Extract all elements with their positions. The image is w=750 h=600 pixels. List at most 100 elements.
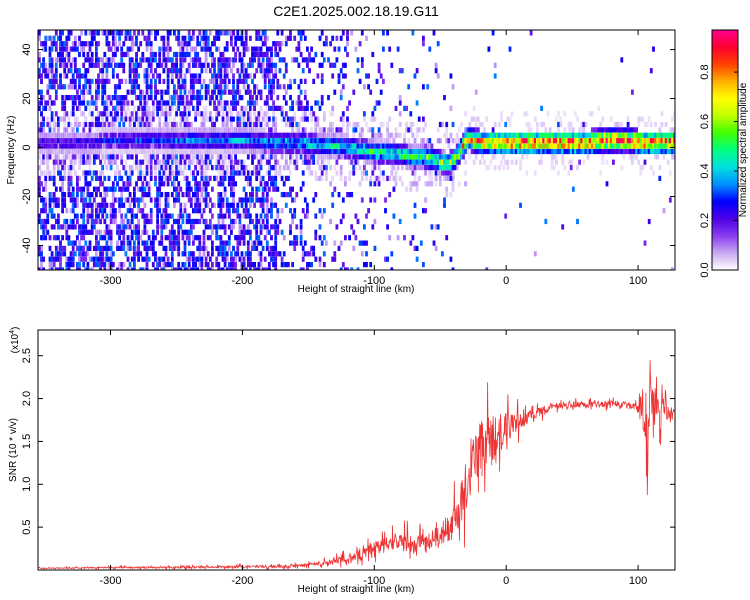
spectrogram-cell — [65, 224, 69, 230]
spectrogram-cell — [419, 165, 423, 171]
spectrogram-cell — [194, 46, 197, 52]
spectrogram-cell — [139, 170, 143, 176]
spectrogram-cell — [234, 159, 237, 165]
spectrogram-cell — [189, 121, 193, 128]
spectrogram-cell — [536, 127, 539, 133]
spectrogram-cell — [52, 175, 56, 181]
spectrogram-cell — [230, 229, 233, 235]
spectrogram-cell — [78, 35, 81, 41]
spectrogram-cell — [270, 181, 273, 187]
spectrogram-cell — [346, 143, 349, 149]
spectrogram-cell — [177, 35, 181, 41]
spectrogram-cell — [464, 138, 467, 144]
spectrogram-cell — [44, 154, 48, 160]
spectrogram-cell — [54, 62, 58, 68]
spectrogram-cell — [101, 154, 105, 160]
spectrogram-cell — [149, 143, 153, 149]
spectrogram-cell — [593, 132, 596, 138]
spectrogram-cell — [67, 181, 71, 187]
spectrogram-cell — [230, 68, 233, 74]
spectrogram-cell — [120, 267, 124, 270]
spectrogram-cell — [291, 138, 294, 144]
spectrogram-cell — [609, 132, 613, 138]
spectrogram-cell — [590, 111, 594, 117]
spectrogram-cell — [156, 100, 159, 106]
spectrogram-cell — [76, 235, 79, 241]
spectrogram-cell — [519, 132, 522, 138]
spectrogram-cell — [166, 57, 170, 63]
spectrogram-cell — [80, 224, 83, 230]
spectrogram-cell — [356, 159, 360, 165]
spectrogram-cell — [225, 251, 229, 257]
spectrogram-cell — [257, 143, 261, 149]
spectrogram-cell — [242, 105, 246, 111]
spectrogram-cell — [384, 138, 387, 144]
spectrogram-cell — [637, 116, 641, 122]
spectrogram-cell — [409, 240, 413, 246]
spectrogram-cell — [181, 84, 185, 90]
spectrogram-cell — [166, 138, 170, 144]
spectrogram-cell — [192, 218, 195, 225]
spectrogram-cell — [80, 186, 83, 192]
spectrogram-cell — [149, 121, 153, 128]
spectrogram-cell — [358, 138, 362, 144]
spectrogram-cell — [95, 116, 98, 122]
spectrogram-cell — [118, 105, 121, 111]
spectrogram-cell — [42, 105, 45, 111]
spectrogram-cell — [276, 84, 280, 90]
spectrogram-cell — [160, 213, 164, 219]
spectrogram-cell — [274, 73, 278, 79]
spectrogram-cell — [215, 30, 219, 36]
spectrogram-cell — [202, 159, 206, 165]
spectrogram-cell — [80, 100, 83, 106]
spectrogram-cell — [301, 116, 305, 122]
spectrogram-cell — [137, 251, 140, 257]
spectrogram-cell — [38, 138, 41, 144]
spectrogram-cell — [244, 192, 248, 198]
spectrogram-cell — [232, 127, 235, 133]
spectrogram-cell — [213, 100, 216, 106]
spectrogram-cell — [151, 105, 155, 111]
spectrogram-cell — [107, 175, 111, 181]
spectrogram-cell — [128, 46, 132, 52]
spectrogram-cell — [571, 143, 575, 149]
spectrogram-cell — [114, 208, 117, 214]
spectrogram-cell — [145, 218, 149, 225]
spectrogram-cell — [187, 256, 191, 262]
spectrogram-cell — [493, 121, 497, 128]
spectrogram-cell — [436, 159, 440, 165]
spectrogram-cell — [192, 132, 195, 138]
spectrogram-cell — [232, 197, 235, 203]
spectrogram-cell — [647, 132, 651, 138]
spectrogram-cell — [196, 57, 200, 63]
spectrogram-cell — [512, 132, 516, 138]
spectrogram-cell — [232, 132, 235, 138]
spectrogram-cell — [259, 154, 263, 160]
spectrogram-cell — [101, 256, 105, 262]
spectrogram-cell — [170, 251, 174, 257]
spectrogram-cell — [63, 159, 67, 165]
spectrogram-cell — [141, 181, 145, 187]
spectrogram-cell — [569, 165, 573, 171]
spectrogram-cell — [118, 95, 121, 101]
spectrogram-cell — [204, 46, 208, 52]
spectrogram-cell — [164, 192, 168, 198]
spectrogram-cell — [574, 143, 577, 149]
spectrogram-cell — [109, 159, 113, 165]
spectrogram-cell — [202, 240, 206, 246]
spectrogram-cell — [525, 148, 529, 155]
spectrogram-cell — [88, 105, 92, 111]
spectrogram-cell — [652, 132, 655, 138]
spectrogram-cell — [147, 95, 151, 101]
spectrogram-cell — [145, 213, 149, 219]
spectrogram-cell — [181, 229, 185, 235]
spectrogram-cell — [616, 143, 619, 149]
spectrogram-cell — [244, 175, 248, 181]
spectrogram-cell — [341, 148, 345, 155]
spectrogram-cell — [215, 116, 219, 122]
spectrogram-cell — [158, 73, 162, 79]
spectrogram-cell — [124, 197, 128, 203]
spectrogram-cell — [626, 121, 630, 128]
spectrogram-cell — [597, 138, 600, 144]
spectrogram-cell — [151, 229, 155, 235]
